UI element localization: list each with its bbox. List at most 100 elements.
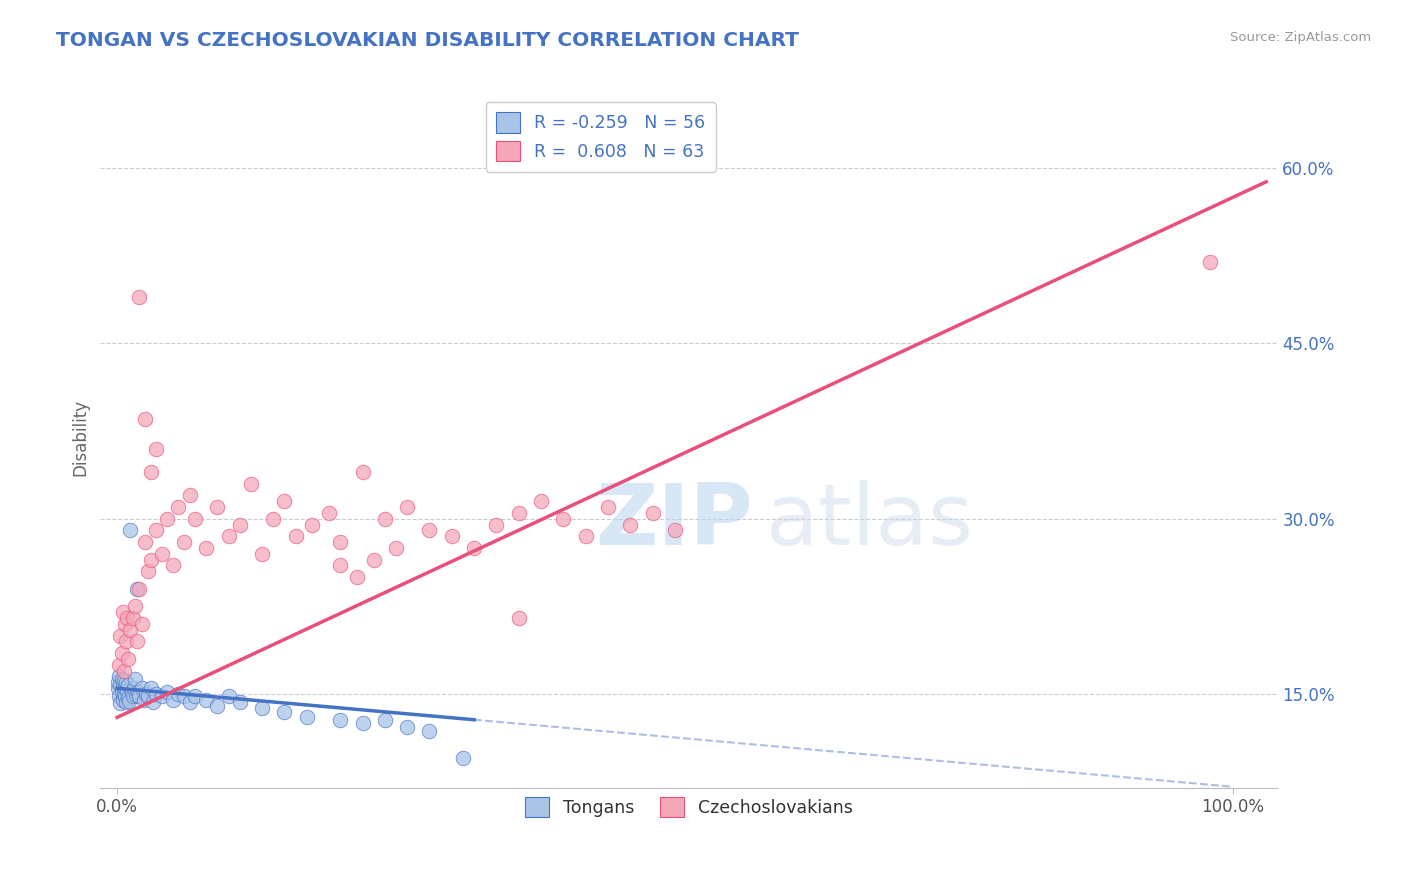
Point xyxy=(619,517,641,532)
Point xyxy=(262,512,284,526)
Point xyxy=(329,535,352,549)
Point xyxy=(127,684,149,698)
Point xyxy=(115,675,138,690)
Point xyxy=(115,695,138,709)
Point xyxy=(117,678,139,692)
Point xyxy=(184,690,207,704)
Point xyxy=(110,697,132,711)
Point xyxy=(132,693,155,707)
Point xyxy=(115,634,138,648)
Point xyxy=(135,687,157,701)
Point xyxy=(139,681,162,696)
Point xyxy=(128,690,150,704)
Point xyxy=(530,494,553,508)
Point xyxy=(145,442,167,456)
Point xyxy=(284,529,307,543)
Point xyxy=(440,529,463,543)
Point xyxy=(124,672,146,686)
Point xyxy=(396,500,419,514)
Point xyxy=(485,517,508,532)
Point xyxy=(112,687,135,701)
Point xyxy=(418,724,440,739)
Point xyxy=(508,611,530,625)
Point xyxy=(107,681,129,696)
Point xyxy=(167,687,190,701)
Point xyxy=(229,695,252,709)
Point xyxy=(110,672,132,686)
Point xyxy=(107,675,129,690)
Point xyxy=(142,695,165,709)
Point xyxy=(329,713,352,727)
Point xyxy=(114,690,136,704)
Point xyxy=(352,465,374,479)
Point xyxy=(108,657,131,672)
Point xyxy=(173,535,195,549)
Point xyxy=(451,751,474,765)
Point xyxy=(111,679,134,693)
Point xyxy=(120,524,142,538)
Point xyxy=(117,690,139,705)
Point xyxy=(120,623,142,637)
Y-axis label: Disability: Disability xyxy=(72,399,89,475)
Point xyxy=(553,512,575,526)
Point xyxy=(115,683,138,698)
Point xyxy=(110,629,132,643)
Point xyxy=(114,681,136,696)
Point xyxy=(125,688,148,702)
Point xyxy=(173,690,195,704)
Point xyxy=(145,524,167,538)
Point xyxy=(207,500,229,514)
Point xyxy=(111,605,134,619)
Text: Source: ZipAtlas.com: Source: ZipAtlas.com xyxy=(1230,31,1371,45)
Point xyxy=(1199,254,1222,268)
Point xyxy=(117,652,139,666)
Point xyxy=(179,695,201,709)
Point xyxy=(122,681,145,696)
Point xyxy=(184,512,207,526)
Point xyxy=(250,547,273,561)
Point xyxy=(295,710,318,724)
Point xyxy=(112,673,135,687)
Point xyxy=(239,476,262,491)
Point xyxy=(150,547,173,561)
Point xyxy=(134,535,156,549)
Point xyxy=(167,500,190,514)
Point xyxy=(195,541,218,555)
Point xyxy=(110,678,132,692)
Point xyxy=(229,517,252,532)
Point xyxy=(374,713,396,727)
Point xyxy=(463,541,485,555)
Legend: Tongans, Czechoslovakians: Tongans, Czechoslovakians xyxy=(517,790,860,824)
Point xyxy=(128,290,150,304)
Point xyxy=(301,517,323,532)
Point xyxy=(207,698,229,713)
Point xyxy=(162,693,184,707)
Point xyxy=(318,506,340,520)
Point xyxy=(346,570,368,584)
Point xyxy=(127,634,149,648)
Point xyxy=(273,494,295,508)
Point xyxy=(108,669,131,683)
Point xyxy=(110,646,132,660)
Point xyxy=(162,558,184,573)
Point xyxy=(108,690,131,704)
Point xyxy=(136,690,159,704)
Point xyxy=(329,558,352,573)
Point xyxy=(111,693,134,707)
Point xyxy=(118,694,141,708)
Point xyxy=(385,541,408,555)
Text: ZIP: ZIP xyxy=(595,480,752,563)
Point xyxy=(139,465,162,479)
Text: atlas: atlas xyxy=(765,480,973,563)
Point xyxy=(114,616,136,631)
Point xyxy=(195,693,218,707)
Point xyxy=(156,512,179,526)
Point xyxy=(218,690,240,704)
Point xyxy=(179,488,201,502)
Point xyxy=(145,687,167,701)
Point xyxy=(156,684,179,698)
Point xyxy=(139,552,162,566)
Point xyxy=(418,524,440,538)
Point xyxy=(124,599,146,614)
Point xyxy=(664,524,686,538)
